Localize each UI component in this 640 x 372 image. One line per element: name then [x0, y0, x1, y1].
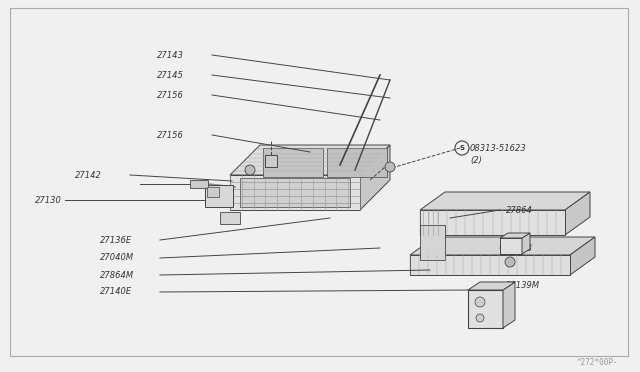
Circle shape: [245, 165, 255, 175]
Circle shape: [476, 314, 484, 322]
Polygon shape: [420, 210, 565, 235]
Bar: [220, 212, 240, 224]
Text: 27140E: 27140E: [100, 288, 132, 296]
Polygon shape: [410, 255, 570, 275]
Text: 27864: 27864: [506, 205, 533, 215]
Polygon shape: [500, 233, 530, 238]
Text: 27142: 27142: [75, 170, 102, 180]
Bar: [327, 148, 387, 177]
Text: 27864M: 27864M: [100, 270, 134, 279]
Polygon shape: [360, 145, 390, 210]
Polygon shape: [565, 192, 590, 235]
Text: 27139M: 27139M: [506, 280, 540, 289]
Circle shape: [505, 257, 515, 267]
Text: 08313-51623: 08313-51623: [470, 144, 527, 153]
Polygon shape: [468, 282, 515, 290]
Text: 27130: 27130: [35, 196, 62, 205]
Bar: [420, 225, 445, 260]
Text: 27156: 27156: [157, 131, 184, 140]
Polygon shape: [230, 145, 390, 175]
Polygon shape: [420, 192, 590, 210]
Polygon shape: [503, 282, 515, 328]
Text: (2): (2): [470, 155, 482, 164]
Bar: [265, 155, 277, 167]
Polygon shape: [410, 237, 595, 255]
Bar: [263, 148, 323, 177]
Bar: [240, 178, 350, 207]
Text: 27156: 27156: [157, 90, 184, 99]
Text: S: S: [460, 145, 465, 151]
Text: 27136E: 27136E: [100, 235, 132, 244]
Bar: [205, 185, 233, 207]
Polygon shape: [230, 175, 360, 210]
Bar: [500, 238, 522, 254]
Polygon shape: [522, 233, 530, 254]
Text: ^272*00P-: ^272*00P-: [577, 358, 618, 367]
Bar: [207, 187, 219, 197]
Text: 27148: 27148: [506, 244, 533, 253]
Text: 27145: 27145: [157, 71, 184, 80]
Circle shape: [475, 297, 485, 307]
Text: 27143: 27143: [157, 51, 184, 60]
Circle shape: [385, 162, 395, 172]
Text: 27040M: 27040M: [100, 253, 134, 263]
Bar: [190, 180, 208, 188]
Bar: [468, 290, 503, 328]
Polygon shape: [570, 237, 595, 275]
